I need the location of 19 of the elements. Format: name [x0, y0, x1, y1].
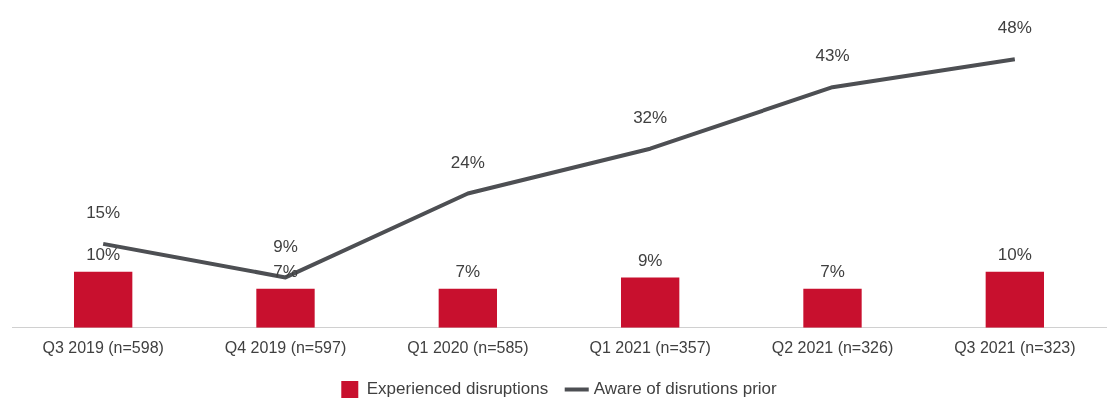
data-label: 32% — [633, 107, 668, 127]
x-tick-label: Q1 2021 (n=357) — [589, 338, 711, 356]
x-tick-label: Q4 2019 (n=597) — [224, 338, 347, 356]
x-tick-label: Q3 2019 (n=598) — [42, 338, 164, 356]
data-label: 9% — [637, 250, 663, 270]
data-label: 10% — [997, 245, 1032, 265]
data-label: 15% — [86, 203, 121, 223]
legend-label: Aware of disrutions prior — [593, 379, 778, 399]
x-tick-label: Q1 2020 (n=585) — [407, 338, 529, 356]
data-label: 10% — [86, 245, 121, 265]
data-label: 9% — [273, 236, 298, 256]
legend-label: Experienced disruptions — [366, 379, 549, 399]
data-label: 43% — [815, 46, 850, 66]
data-label: 24% — [450, 152, 485, 172]
x-tick-label: Q2 2021 (n=326) — [771, 338, 894, 356]
data-label: 7% — [820, 261, 845, 281]
data-label: 48% — [997, 18, 1032, 38]
x-tick-label: Q3 2021 (n=323) — [954, 338, 1076, 356]
data-label: 7% — [455, 261, 481, 281]
